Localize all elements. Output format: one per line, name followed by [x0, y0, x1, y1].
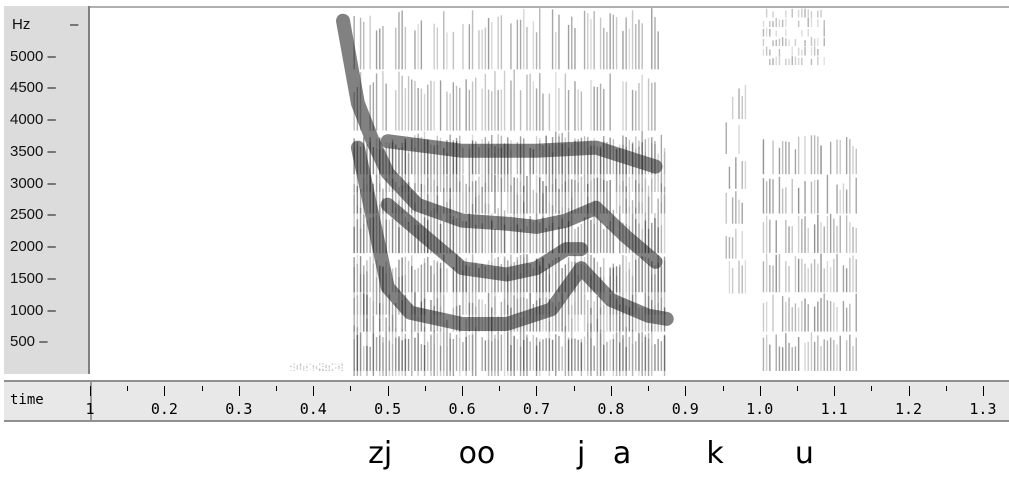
time-tick-label: 0.8	[597, 400, 625, 418]
time-tick-major	[685, 386, 687, 396]
frequency-tick-label: 5000 –	[10, 47, 56, 65]
time-tick-major	[908, 386, 910, 396]
time-tick-major	[982, 386, 984, 396]
time-tick-minor	[201, 386, 203, 391]
time-tick-label: 0.3	[225, 400, 253, 418]
frequency-unit-label: Hz	[12, 16, 31, 33]
time-tick-major	[164, 386, 166, 396]
time-tick-label: 0.9	[671, 400, 699, 418]
time-tick-major	[759, 386, 761, 396]
time-axis-bar: time 1 0.2 0.3 0.4 0.5 0.6 0.7 0.8 0.9 1.0 1.1 1.2 1…	[4, 380, 1009, 422]
phoneme-label: j	[576, 436, 586, 471]
formant-track-f3	[380, 134, 663, 174]
spectrogram-svg	[290, 8, 857, 376]
time-tick-minor	[276, 386, 278, 391]
time-tick-label: 1.1	[820, 400, 848, 418]
frequency-tick-label: 4500 –	[10, 79, 56, 97]
time-tick-minor	[499, 386, 501, 391]
time-tick-label: 0.6	[448, 400, 476, 418]
spectrogram-panel: Hz 5000 – 4500 – 4000 – 3500 – 3000 – 2500 – 2…	[4, 6, 1009, 376]
time-tick-major	[238, 386, 240, 396]
frequency-tick-label: 1000 –	[10, 301, 56, 319]
frequency-tick-label: 3500 –	[10, 142, 56, 160]
frequency-tick-mark: –	[70, 16, 79, 34]
time-tick-label: 0.4	[299, 400, 327, 418]
phoneme-label: oo	[458, 436, 496, 471]
formant-track-f1	[350, 140, 674, 331]
spectrogram-plot-area	[90, 6, 1009, 376]
time-tick-major	[387, 386, 389, 396]
time-tick-minor	[573, 386, 575, 391]
time-tick-major	[610, 386, 612, 396]
time-tick-label: 1.2	[894, 400, 923, 418]
frequency-tick-label: 3000 –	[10, 174, 56, 192]
frequency-tick-label: 4000 –	[10, 111, 56, 129]
frequency-axis: Hz 5000 – 4500 – 4000 – 3500 – 3000 – 2500 – 2…	[4, 6, 90, 374]
time-tick-minor	[424, 386, 426, 391]
time-tick-minor	[945, 386, 947, 391]
time-tick-minor	[350, 386, 352, 391]
frequency-tick-label: 2000 –	[10, 238, 56, 256]
time-tick-major	[313, 386, 315, 396]
time-axis-divider	[90, 382, 92, 420]
time-tick-major	[462, 386, 464, 396]
time-tick-minor	[722, 386, 724, 391]
frequency-tick-label: 1500 –	[10, 269, 56, 287]
time-tick-label: 0.5	[374, 400, 402, 418]
phoneme-label: k	[706, 436, 724, 471]
time-tick-label: 1	[85, 400, 95, 418]
time-tick-major	[834, 386, 836, 396]
phoneme-label: zj	[368, 436, 393, 471]
time-tick-minor	[871, 386, 873, 391]
time-tick-label: 1.3	[969, 400, 997, 418]
formant-track-f2-low	[380, 197, 589, 282]
phoneme-label: u	[794, 436, 814, 471]
phoneme-label: a	[612, 436, 632, 471]
time-tick-minor	[127, 386, 129, 391]
time-axis-label: time	[10, 392, 44, 408]
frequency-tick-label: 2500 –	[10, 206, 56, 224]
formant-track-f2	[336, 13, 663, 269]
frequency-tick-label: 500 –	[10, 333, 48, 351]
time-tick-label: 0.2	[150, 400, 178, 418]
time-tick-minor	[796, 386, 798, 391]
time-tick-major	[536, 386, 538, 396]
time-tick-major	[90, 386, 91, 396]
time-tick-minor	[648, 386, 650, 391]
time-tick-label: 1.0	[746, 400, 774, 418]
time-tick-label: 0.7	[522, 400, 551, 418]
